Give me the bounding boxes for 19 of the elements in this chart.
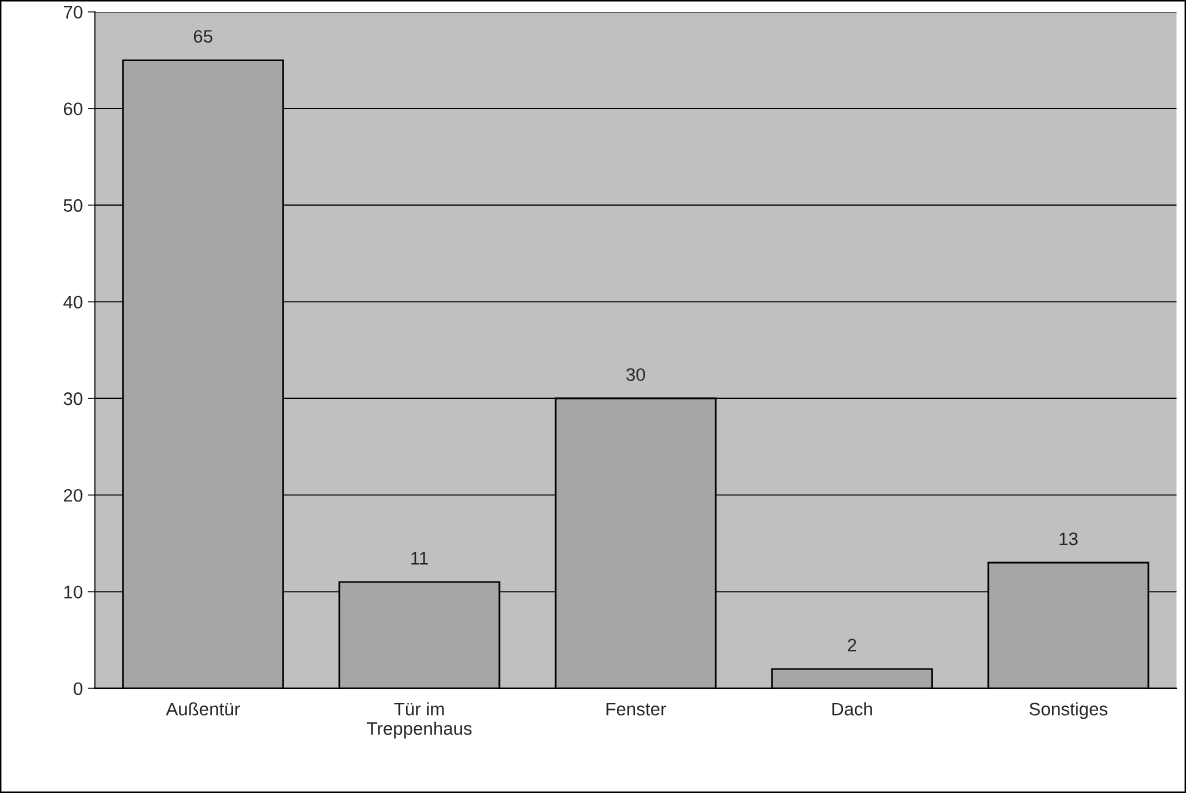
y-tick-label: 0 xyxy=(73,682,83,696)
data-label: 13 xyxy=(1059,532,1078,546)
y-tick-label: 40 xyxy=(63,295,83,309)
y-tick-label: 50 xyxy=(63,199,83,212)
x-tick-label: Fenster xyxy=(606,702,666,716)
y-tick-label: 20 xyxy=(63,488,83,502)
data-label: 11 xyxy=(411,551,428,565)
x-tick-label: Dach xyxy=(832,702,872,716)
bar xyxy=(771,668,933,689)
x-tick-label: Tür im Treppenhaus xyxy=(366,702,472,739)
y-tick-label: 70 xyxy=(63,5,83,19)
data-label: 30 xyxy=(626,368,646,381)
x-tick-label: Sonstiges xyxy=(1029,702,1108,720)
y-tick-label: 60 xyxy=(63,102,83,116)
y-tick-label: 10 xyxy=(64,585,83,599)
x-tick-label: Außentür xyxy=(165,702,240,716)
data-label: 2 xyxy=(847,638,857,652)
y-tick-label: 30 xyxy=(63,392,83,406)
data-label: 65 xyxy=(193,29,213,43)
